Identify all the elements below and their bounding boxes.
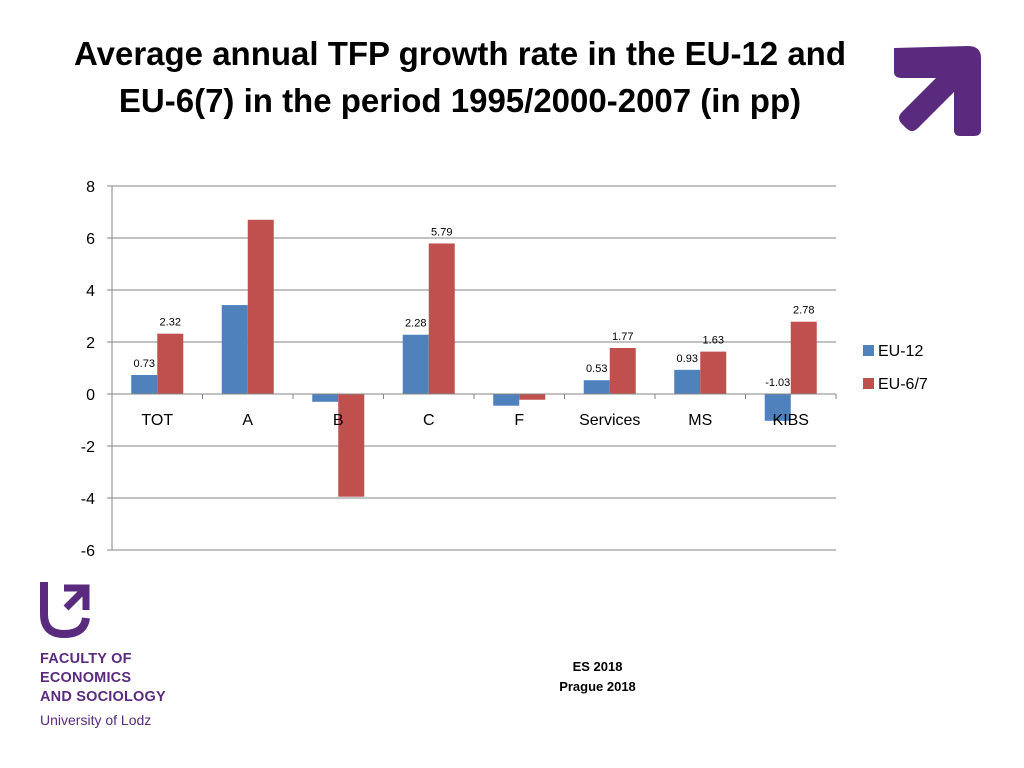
faculty-line-3: AND SOCIOLOGY: [40, 689, 166, 705]
bar-eu12: [402, 334, 429, 394]
bar-eu12: [221, 305, 248, 394]
u-arrow-logo-icon: [40, 582, 90, 639]
bar-eu67: [609, 347, 636, 394]
y-tick-label: 2: [86, 335, 95, 352]
x-category-label: B: [333, 412, 344, 429]
x-category-label: MS: [688, 412, 712, 429]
bar-eu67: [519, 394, 546, 400]
x-category-label: KIBS: [773, 412, 809, 429]
x-category-label: A: [242, 412, 253, 429]
data-label: 2.28: [405, 318, 426, 330]
x-category-label: Services: [579, 412, 640, 429]
arrow-up-right-icon: [894, 46, 981, 136]
bar-eu67: [700, 351, 727, 394]
x-category-label: TOT: [141, 412, 173, 429]
legend-swatch: [863, 345, 874, 356]
faculty-line-2: ECONOMICS: [40, 670, 132, 686]
data-label: 0.73: [134, 358, 155, 370]
university-name: University of Lodz: [40, 712, 152, 728]
y-tick-label: 0: [86, 387, 95, 404]
data-label: 5.79: [431, 226, 452, 238]
legend-label: EU-6/7: [878, 376, 928, 393]
data-label: 0.53: [586, 363, 607, 375]
x-category-label: C: [423, 412, 435, 429]
bar-eu12: [493, 394, 520, 406]
slide-title: Average annual TFP growth rate in the EU…: [40, 30, 880, 124]
data-label: 1.63: [703, 335, 724, 347]
y-tick-label: 4: [86, 283, 95, 300]
y-tick-label: 6: [86, 231, 95, 248]
legend-swatch: [863, 378, 874, 389]
event-place: Prague 2018: [559, 679, 636, 694]
y-tick-label: 8: [86, 179, 95, 196]
bar-eu12: [764, 394, 791, 421]
footer-logo-u: [40, 582, 90, 639]
y-tick-label: -2: [81, 439, 95, 456]
data-label: -1.03: [765, 377, 790, 389]
bar-eu12: [131, 375, 158, 394]
bar-eu67: [157, 333, 184, 394]
bar-eu67: [247, 219, 274, 394]
bar-eu67: [790, 321, 817, 394]
data-label: 2.32: [160, 317, 181, 329]
y-tick-label: -4: [81, 491, 95, 508]
corner-logo-shape: [894, 46, 981, 136]
x-category-label: F: [514, 412, 524, 429]
title-line-1: Average annual TFP growth rate in the EU…: [74, 35, 846, 72]
y-tick-label: -6: [81, 543, 95, 560]
legend-label: EU-12: [878, 343, 923, 360]
bar-eu67: [338, 394, 365, 497]
bar-eu67: [428, 243, 455, 394]
bar-eu12: [674, 369, 701, 394]
bar-eu12: [583, 380, 610, 394]
faculty-line-1: FACULTY OF: [40, 651, 132, 667]
bar-eu12: [312, 394, 339, 402]
data-label: 2.78: [793, 305, 814, 317]
faculty-block: FACULTY OF ECONOMICS AND SOCIOLOGY Unive…: [40, 650, 166, 731]
event-name: ES 2018: [572, 659, 623, 674]
event-block: ES 2018 Prague 2018: [520, 657, 675, 697]
data-label: 0.93: [677, 353, 698, 365]
footer-logo-arrow: [63, 584, 90, 611]
title-line-2: EU-6(7) in the period 1995/2000-2007 (in…: [118, 82, 802, 119]
data-label: 1.77: [612, 331, 633, 343]
